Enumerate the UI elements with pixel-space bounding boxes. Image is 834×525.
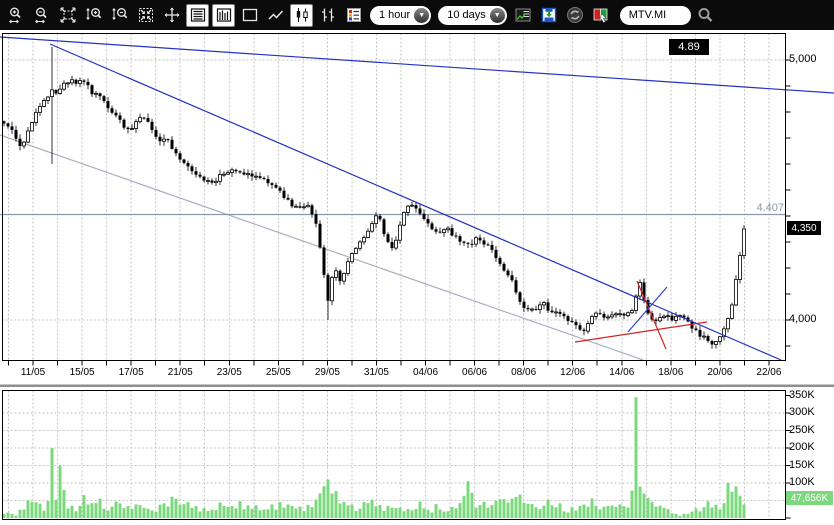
red-descending-line[interactable] <box>636 280 667 350</box>
date-tick-label: 29/05 <box>314 367 340 378</box>
chart-list-icon <box>515 8 531 22</box>
last-volume-badge: 47,656K <box>786 491 833 505</box>
lower-channel-line[interactable] <box>0 134 644 361</box>
vertical-grid-panel-button[interactable] <box>212 3 235 27</box>
short-blue-line[interactable] <box>627 286 668 333</box>
bar-style-icon <box>321 8 334 22</box>
note-value-label: 4.89 <box>669 39 709 55</box>
date-tick-label: 20/06 <box>707 367 733 378</box>
panel-hlines-icon <box>190 8 205 22</box>
date-tick-label: 17/05 <box>118 367 144 378</box>
indicators-button[interactable] <box>342 4 365 27</box>
zoom-in-h-icon <box>8 7 21 24</box>
main-descending-trendline[interactable] <box>49 43 782 361</box>
save-icon <box>542 7 557 23</box>
date-tick-label: 11/05 <box>20 367 46 378</box>
upper-trendline[interactable] <box>0 36 834 94</box>
volume-tick-label: 100K <box>789 476 815 488</box>
expand-icon <box>60 7 75 23</box>
axes <box>0 33 834 520</box>
drawings-front[interactable] <box>49 43 782 361</box>
refresh-icon <box>567 7 584 23</box>
candlestick-style-button[interactable] <box>290 3 313 27</box>
volume-tick-label: 350K <box>789 388 815 401</box>
candles <box>2 47 746 349</box>
horizontal-grid-panel-button[interactable] <box>186 3 209 27</box>
volume-tick-label: 250K <box>789 423 815 436</box>
indicators-icon <box>346 8 361 22</box>
volume-tick-label: 200K <box>789 441 815 453</box>
price-tick-label-4000: 4,000 <box>789 313 817 325</box>
volume-bars <box>2 397 746 518</box>
blank-panel-button[interactable] <box>238 4 261 27</box>
volume-tick-label: 150K <box>789 458 815 471</box>
candle-style-icon <box>296 8 308 22</box>
price-tick-label-5000: 5,000 <box>789 53 817 65</box>
compress-icon <box>138 8 153 22</box>
interval-select-value: 1 hour <box>379 9 411 21</box>
line-style-icon <box>267 10 283 20</box>
range-select[interactable]: 10 days ▼ <box>438 5 507 25</box>
date-tick-label: 31/05 <box>363 367 389 378</box>
zoom-out-horizontal-button[interactable] <box>30 4 53 27</box>
gridlines <box>2 33 786 520</box>
search-icon <box>698 8 713 22</box>
line-chart-style-button[interactable] <box>264 4 287 27</box>
last-price-badge: 4,350 <box>787 221 821 235</box>
date-tick-label: 25/05 <box>265 367 291 378</box>
crosshair-icon <box>164 7 179 23</box>
date-tick-label: 22/06 <box>756 367 782 378</box>
zoom-out-h-icon <box>34 7 47 24</box>
trendlines-back[interactable] <box>0 36 834 361</box>
date-tick-label: 04/06 <box>412 367 439 378</box>
date-tick-label: 14/06 <box>609 367 635 378</box>
date-tick-label: 18/06 <box>658 367 684 378</box>
symbol-input[interactable] <box>619 5 691 25</box>
zoom-out-vertical-button[interactable] <box>108 4 131 27</box>
toolbar: 1 hour ▼ 10 days ▼ <box>0 0 834 30</box>
date-tick-label: 12/06 <box>560 367 586 378</box>
date-tick-label: 15/05 <box>69 367 95 378</box>
interval-select[interactable]: 1 hour ▼ <box>370 5 432 25</box>
zoom-in-v-icon <box>85 8 101 20</box>
chevron-down-icon: ▼ <box>489 7 505 23</box>
red-ascending-line[interactable] <box>574 321 708 343</box>
symbol-search-button[interactable] <box>694 4 717 27</box>
compress-chart-button[interactable] <box>134 4 157 27</box>
save-button[interactable] <box>538 4 561 27</box>
chevron-down-icon: ▼ <box>414 7 430 23</box>
zoom-in-vertical-button[interactable] <box>82 4 105 27</box>
panel-empty-icon <box>242 8 257 22</box>
refresh-button[interactable] <box>564 4 587 27</box>
date-tick-label: 23/05 <box>216 367 242 378</box>
level-value-label: 4.407 <box>756 202 784 214</box>
date-tick-label: 06/06 <box>462 367 488 378</box>
zoom-out-v-icon <box>111 8 127 20</box>
date-tick-label: 21/05 <box>167 367 193 378</box>
crosshair-button[interactable] <box>160 4 183 27</box>
chart-data-button[interactable] <box>512 4 535 27</box>
panel-vbars-icon <box>216 8 231 22</box>
style-picker-icon <box>593 8 608 24</box>
chart-style-picker-button[interactable] <box>590 4 613 27</box>
bar-spacing-button[interactable] <box>316 4 339 27</box>
date-tick-label: 08/06 <box>511 367 537 378</box>
fit-chart-button[interactable] <box>56 4 79 27</box>
range-select-value: 10 days <box>447 9 486 21</box>
zoom-in-horizontal-button[interactable] <box>4 4 27 27</box>
volume-tick-label: 300K <box>789 406 815 418</box>
